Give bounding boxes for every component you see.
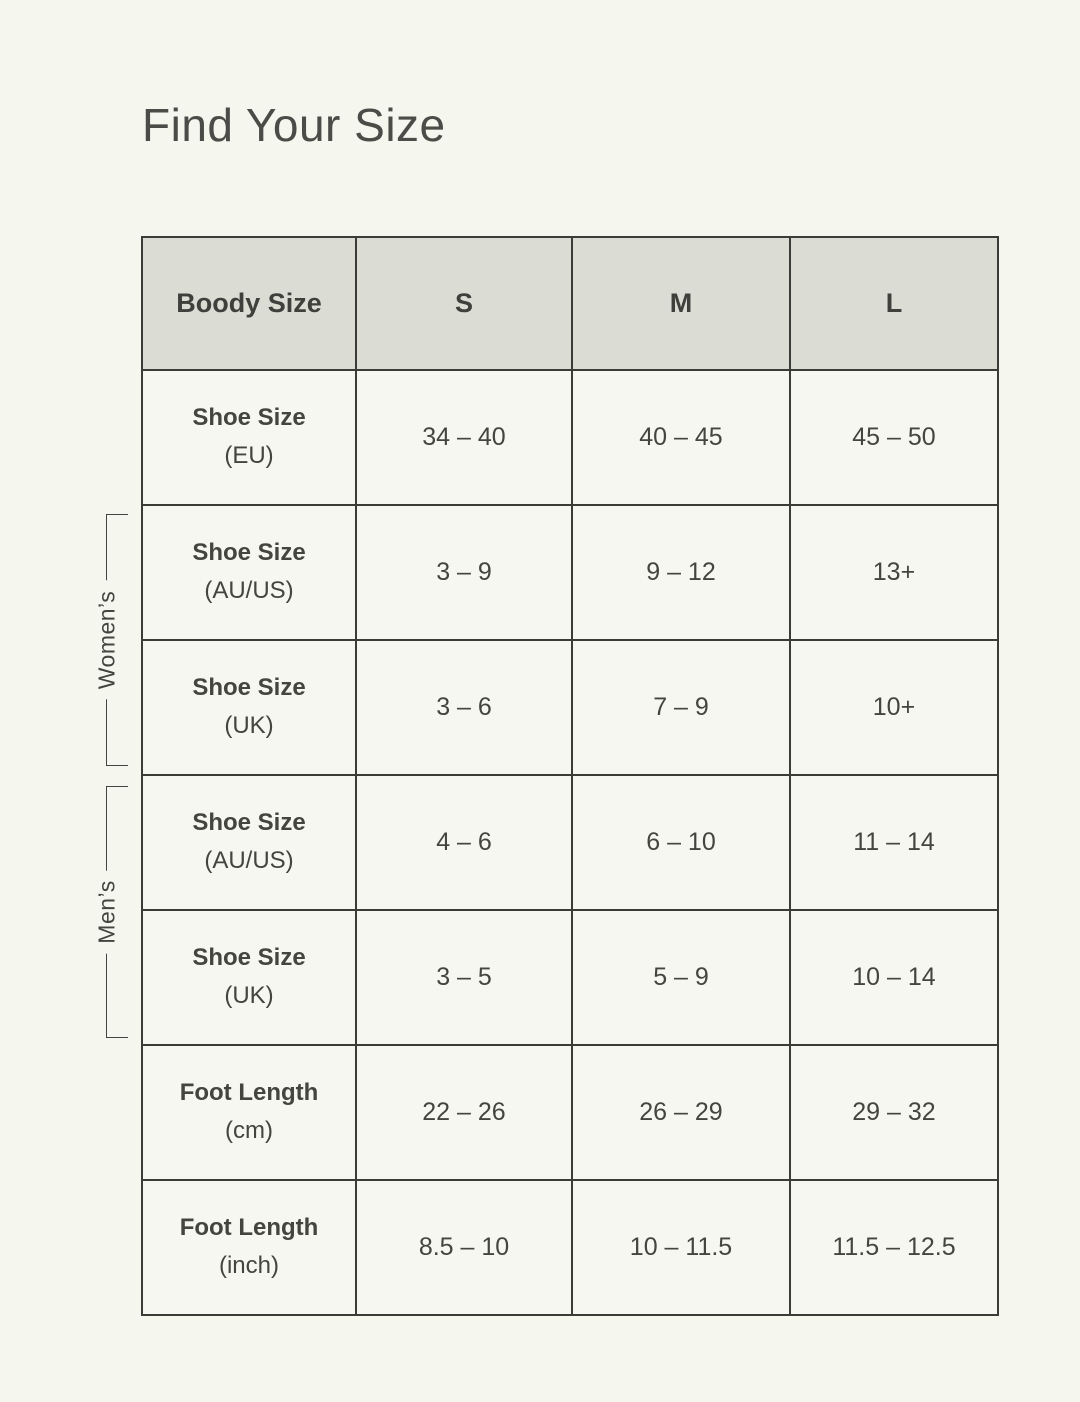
row-sublabel: (UK) [224,982,274,1009]
row-label: Shoe Size [192,944,306,972]
table-row: Foot Length (cm) 22 – 26 26 – 29 29 – 32 [141,1044,999,1181]
size-value-cell: 9 – 12 [571,504,791,641]
row-sublabel: (inch) [218,1252,279,1279]
size-chart-table: Boody Size S M L Shoe Size (EU) 34 – 40 40 … [141,236,999,1316]
row-sublabel: (AU/US) [204,577,294,604]
size-value-cell: 10+ [789,639,999,776]
size-value-cell: 10 – 14 [789,909,999,1046]
header-cell-boody-size: Boody Size [141,236,357,371]
size-value-cell: 22 – 26 [355,1044,573,1181]
row-sublabel: (cm) [225,1117,273,1144]
size-chart-body: Shoe Size (EU) 34 – 40 40 – 45 45 – 50 Shoe S… [141,369,999,1316]
row-label: Shoe Size [192,539,306,567]
size-value-cell: 7 – 9 [571,639,791,776]
header-cell-size-m: M [571,236,791,371]
header-cell-size-s: S [355,236,573,371]
size-value-cell: 6 – 10 [571,774,791,911]
row-label: Foot Length [179,1079,319,1107]
size-value-cell: 11.5 – 12.5 [789,1179,999,1316]
size-value-cell: 11 – 14 [789,774,999,911]
size-value-cell: 26 – 29 [571,1044,791,1181]
mens-group-bracket: Men’s [92,786,128,1038]
row-label-cell: Shoe Size (UK) [141,639,357,776]
header-row: Boody Size S M L [141,236,999,371]
row-label-cell: Foot Length (inch) [141,1179,357,1316]
row-label-cell: Shoe Size (AU/US) [141,504,357,641]
row-label-cell: Foot Length (cm) [141,1044,357,1181]
table-row: Foot Length (inch) 8.5 – 10 10 – 11.5 11.5 –… [141,1179,999,1316]
size-value-cell: 40 – 45 [571,369,791,506]
row-label-cell: Shoe Size (EU) [141,369,357,506]
womens-group-bracket: Women’s [92,514,128,766]
row-label: Shoe Size [192,674,306,702]
mens-group-label: Men’s [92,870,122,954]
size-chart-header: Boody Size S M L [141,236,999,371]
table-row: Shoe Size (EU) 34 – 40 40 – 45 45 – 50 [141,369,999,506]
size-value-cell: 4 – 6 [355,774,573,911]
size-value-cell: 34 – 40 [355,369,573,506]
size-value-cell: 29 – 32 [789,1044,999,1181]
row-label: Foot Length [179,1214,319,1242]
row-sublabel: (EU) [224,442,274,469]
size-value-cell: 3 – 9 [355,504,573,641]
size-value-cell: 3 – 5 [355,909,573,1046]
row-sublabel: (AU/US) [204,847,294,874]
size-value-cell: 13+ [789,504,999,641]
row-label: Shoe Size [192,809,306,837]
row-label-cell: Shoe Size (AU/US) [141,774,357,911]
womens-group-label: Women’s [92,580,122,700]
size-value-cell: 3 – 6 [355,639,573,776]
size-value-cell: 5 – 9 [571,909,791,1046]
size-value-cell: 45 – 50 [789,369,999,506]
row-label-cell: Shoe Size (UK) [141,909,357,1046]
size-value-cell: 10 – 11.5 [571,1179,791,1316]
size-value-cell: 8.5 – 10 [355,1179,573,1316]
row-label: Shoe Size [192,404,306,432]
header-cell-size-l: L [789,236,999,371]
row-sublabel: (UK) [224,712,274,739]
page-title: Find Your Size [142,99,446,151]
